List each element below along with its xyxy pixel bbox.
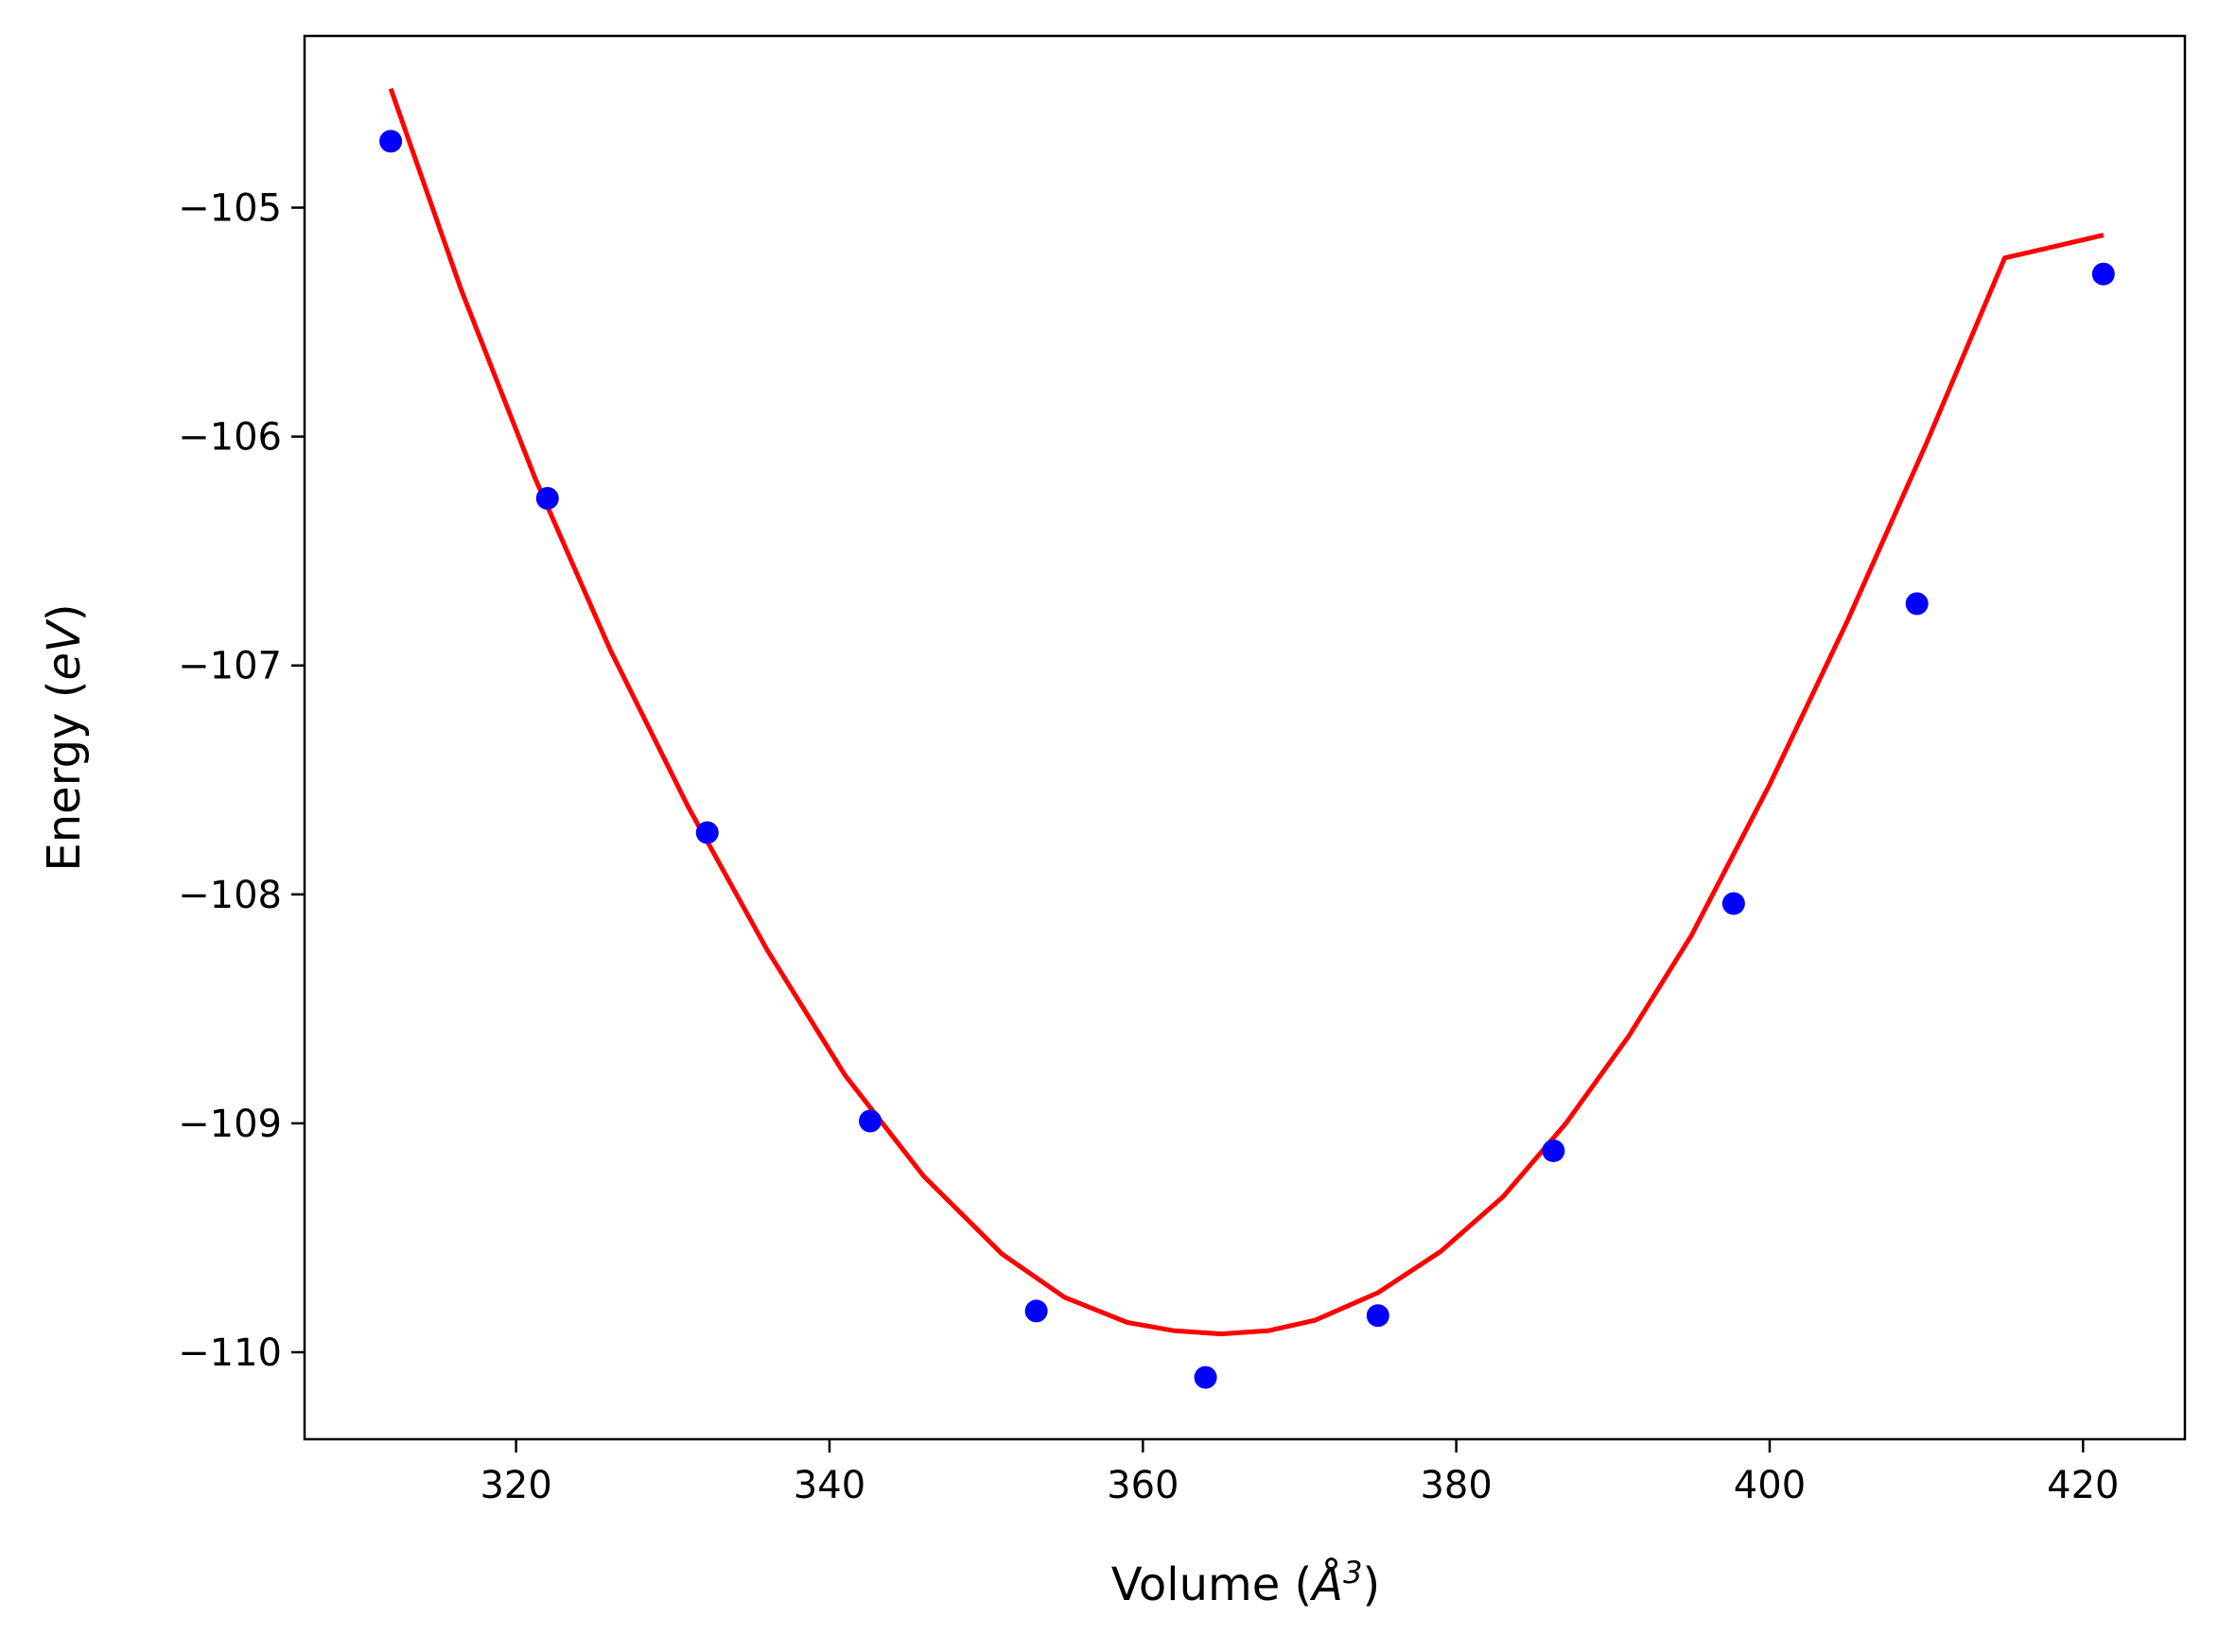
data-point — [379, 130, 403, 153]
y-tick-label: −106 — [178, 416, 282, 460]
plot-frame — [303, 34, 2187, 1441]
data-point — [859, 1109, 882, 1133]
y-tick-label: −107 — [178, 645, 282, 688]
data-point — [1024, 1299, 1048, 1323]
data-point — [535, 487, 559, 511]
data-point — [695, 821, 719, 844]
y-axis-ticks: −110 −109 −108 −107 −106 −105 — [178, 187, 305, 1375]
plot-area — [305, 36, 2185, 1439]
x-tick-label: 380 — [1420, 1464, 1492, 1507]
y-tick-label: −110 — [178, 1331, 282, 1375]
data-points — [379, 130, 2115, 1389]
x-axis-label: Volume (Å3) — [1111, 1555, 1380, 1611]
y-tick-label: −109 — [178, 1103, 282, 1146]
data-point — [2091, 262, 2115, 286]
data-point — [1721, 892, 1745, 915]
y-axis-label: Energy (eV) — [38, 603, 91, 871]
x-tick-label: 400 — [1734, 1464, 1806, 1507]
y-tick-label: −105 — [178, 187, 282, 231]
data-point — [1194, 1365, 1217, 1389]
data-point — [1366, 1304, 1389, 1328]
x-tick-label: 340 — [794, 1464, 865, 1507]
x-tick-label: 320 — [480, 1464, 551, 1507]
data-point — [1905, 592, 1929, 616]
x-tick-label: 420 — [2047, 1464, 2119, 1507]
y-tick-label: −108 — [178, 874, 282, 917]
x-axis-ticks: 320 340 360 380 400 420 — [480, 1439, 2119, 1507]
data-point — [1542, 1139, 1565, 1162]
x-tick-label: 360 — [1107, 1464, 1179, 1507]
